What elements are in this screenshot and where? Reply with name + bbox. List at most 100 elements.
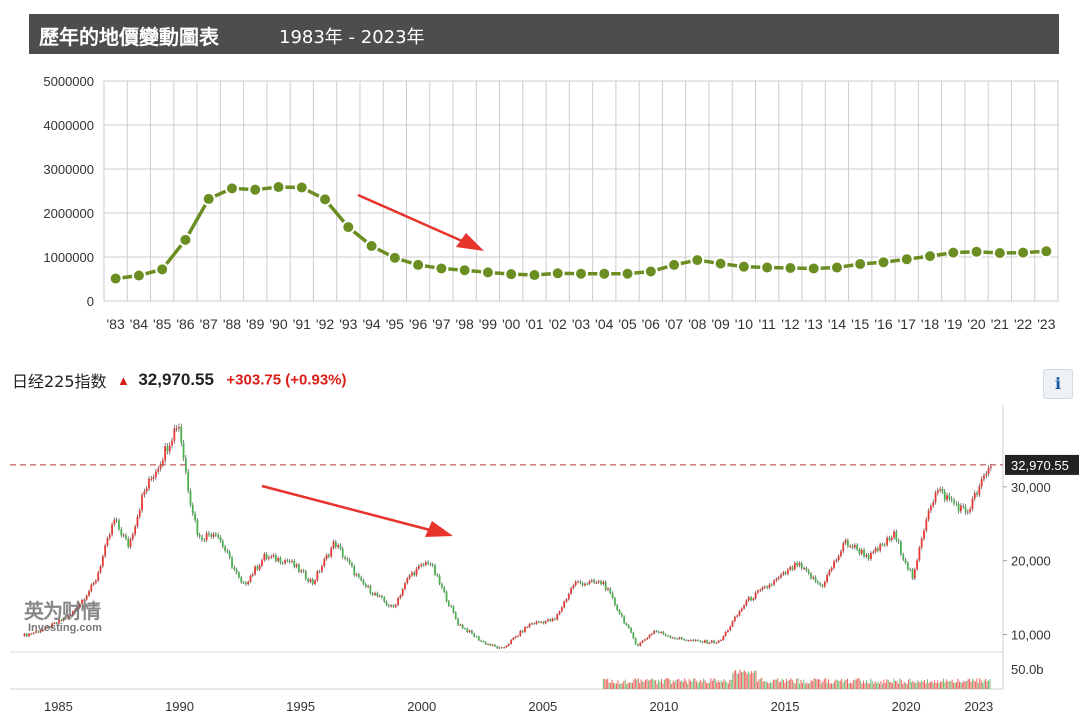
data-point xyxy=(713,256,728,271)
candle-body xyxy=(860,549,863,554)
candle-body xyxy=(454,612,457,619)
candle-body xyxy=(60,619,63,621)
decline-arrow-shaft xyxy=(261,484,431,532)
volume-bar xyxy=(833,681,835,689)
candle-body xyxy=(143,491,146,496)
volume-bar xyxy=(941,681,943,689)
candle-body xyxy=(74,609,77,612)
candle-body xyxy=(833,561,835,569)
candle-body xyxy=(800,563,803,569)
candle-body xyxy=(256,566,259,570)
candle-body xyxy=(793,562,796,570)
data-point xyxy=(480,265,495,280)
y-tick-label: 30,000 xyxy=(1011,480,1051,495)
volume-bar xyxy=(688,679,690,689)
volume-bar xyxy=(749,673,751,689)
candle-body xyxy=(161,460,164,465)
data-point xyxy=(992,246,1007,261)
candle-body xyxy=(703,640,706,643)
volume-bar xyxy=(845,679,847,689)
candle-body xyxy=(858,549,861,554)
data-point xyxy=(690,253,705,268)
volume-bar xyxy=(980,680,982,689)
volume-bar xyxy=(762,681,764,689)
volume-bar xyxy=(761,678,763,689)
volume-bar xyxy=(847,678,849,689)
candle-body xyxy=(671,637,674,639)
candle-body xyxy=(890,537,893,540)
data-point xyxy=(434,261,449,276)
x-tick-label: '11 xyxy=(759,316,776,332)
candle-body xyxy=(883,544,886,546)
volume-bar xyxy=(704,680,706,689)
candle-body xyxy=(731,621,734,627)
candle-body xyxy=(452,606,455,613)
volume-bar xyxy=(810,680,812,689)
y-tick-label: 4000000 xyxy=(43,118,94,133)
candle-body xyxy=(201,536,203,540)
y-tick-label: 20,000 xyxy=(1011,554,1051,569)
data-point xyxy=(597,266,612,281)
y-tick-label: 3000000 xyxy=(43,162,94,177)
volume-bar xyxy=(852,680,854,689)
candle-body xyxy=(648,634,651,638)
volume-bar xyxy=(758,679,760,689)
x-tick-label: '15 xyxy=(851,316,869,332)
volume-bar xyxy=(751,671,753,689)
candle-body xyxy=(980,479,983,487)
x-tick-label: '06 xyxy=(642,316,660,332)
volume-bar xyxy=(703,678,705,689)
volume-bar xyxy=(671,683,673,689)
volume-bar xyxy=(970,681,972,689)
volume-bar xyxy=(944,682,946,689)
volume-bar xyxy=(710,678,712,689)
volume-bar xyxy=(820,683,822,689)
volume-bar xyxy=(608,682,610,689)
data-point xyxy=(457,263,472,278)
candle-body xyxy=(484,642,487,645)
candle-body xyxy=(547,619,549,622)
volume-bar xyxy=(646,679,648,689)
candle-body xyxy=(763,586,766,588)
candle-body xyxy=(327,554,330,557)
candle-body xyxy=(46,626,49,628)
y-tick-label: 10,000 xyxy=(1011,628,1051,643)
candle-body xyxy=(699,640,702,642)
candle-body xyxy=(106,538,109,546)
candle-body xyxy=(978,486,981,495)
candle-body xyxy=(720,639,722,641)
candle-body xyxy=(221,540,224,547)
volume-bar xyxy=(903,681,905,689)
volume-bar xyxy=(780,681,782,689)
candle-body xyxy=(643,639,646,641)
candle-body xyxy=(934,492,937,503)
candle-body xyxy=(489,644,492,646)
x-tick-label: 1990 xyxy=(165,699,194,714)
candle-body xyxy=(874,548,877,552)
candle-body xyxy=(284,560,286,564)
volume-bar xyxy=(865,680,867,689)
candle-body xyxy=(533,623,536,625)
volume-bar xyxy=(755,670,757,689)
volume-bar xyxy=(902,683,904,689)
land-price-header: 歷年的地價變動圖表 1983年 - 2023年 xyxy=(29,14,1059,54)
volume-bar xyxy=(862,680,864,689)
candle-body xyxy=(609,588,612,594)
volume-bar xyxy=(604,678,606,689)
x-tick-label: '00 xyxy=(502,316,520,332)
candle-body xyxy=(777,577,780,579)
candle-body xyxy=(321,566,323,572)
info-button[interactable]: i xyxy=(1043,369,1073,399)
volume-bar xyxy=(825,678,827,689)
candle-body xyxy=(152,477,155,479)
candle-body xyxy=(332,541,335,548)
volume-bar xyxy=(775,679,777,689)
volume-bar xyxy=(740,672,742,689)
volume-bar xyxy=(788,679,790,689)
candle-body xyxy=(166,446,169,452)
volume-bar xyxy=(627,682,629,689)
candle-body xyxy=(895,531,898,541)
data-point xyxy=(946,245,961,260)
candle-body xyxy=(775,578,778,581)
volume-bar xyxy=(979,678,981,689)
